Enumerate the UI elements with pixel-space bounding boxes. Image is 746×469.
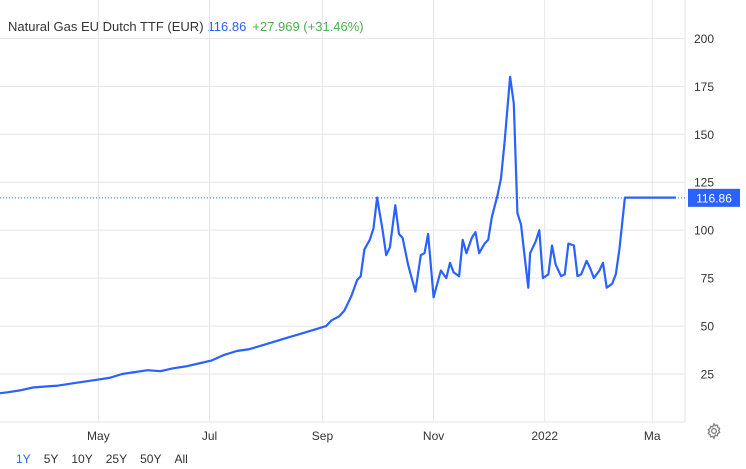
- y-tick-label: 100: [694, 224, 714, 238]
- range-selector: 1Y 5Y 10Y 25Y 50Y All: [16, 452, 201, 466]
- chart-grid: [0, 0, 685, 422]
- x-tick-label: Ma: [644, 429, 661, 443]
- x-axis: May Jul Sep Nov 2022 Ma: [87, 429, 661, 443]
- x-tick-label: 2022: [531, 429, 558, 443]
- x-tick-label: Sep: [312, 429, 334, 443]
- y-tick-label: 125: [694, 176, 714, 190]
- x-tick-label: May: [87, 429, 110, 443]
- series-line: [0, 75, 676, 395]
- y-tick-label: 75: [701, 272, 715, 286]
- range-button-5y[interactable]: 5Y: [43, 452, 59, 466]
- y-axis: 25 50 75 100 125 150 175 200: [694, 32, 714, 382]
- y-tick-label: 200: [694, 32, 714, 46]
- x-tick-label: Nov: [423, 429, 444, 443]
- chart-legend: Natural Gas EU Dutch TTF (EUR) 116.86 +27.…: [8, 19, 364, 34]
- last-value: 116.86: [207, 19, 247, 34]
- y-tick-label: 175: [694, 80, 714, 94]
- range-button-10y[interactable]: 10Y: [71, 452, 93, 466]
- series-layer: [0, 75, 676, 395]
- range-button-50y[interactable]: 50Y: [140, 452, 162, 466]
- price-tag: 116.86: [0, 188, 740, 207]
- range-button-1y[interactable]: 1Y: [16, 452, 31, 466]
- x-tick-label: Jul: [202, 429, 217, 443]
- gear-icon[interactable]: [705, 422, 723, 440]
- y-tick-label: 25: [701, 368, 715, 382]
- range-button-all[interactable]: All: [174, 452, 188, 466]
- range-button-25y[interactable]: 25Y: [105, 452, 128, 466]
- y-tick-label: 150: [694, 128, 714, 142]
- last-price-tag-label: 116.86: [696, 191, 732, 205]
- change-value: +27.969 (+31.46%): [252, 19, 364, 34]
- y-tick-label: 50: [701, 320, 715, 334]
- last-price-tag-bg: [688, 188, 740, 207]
- series-name: Natural Gas EU Dutch TTF (EUR): [8, 19, 204, 34]
